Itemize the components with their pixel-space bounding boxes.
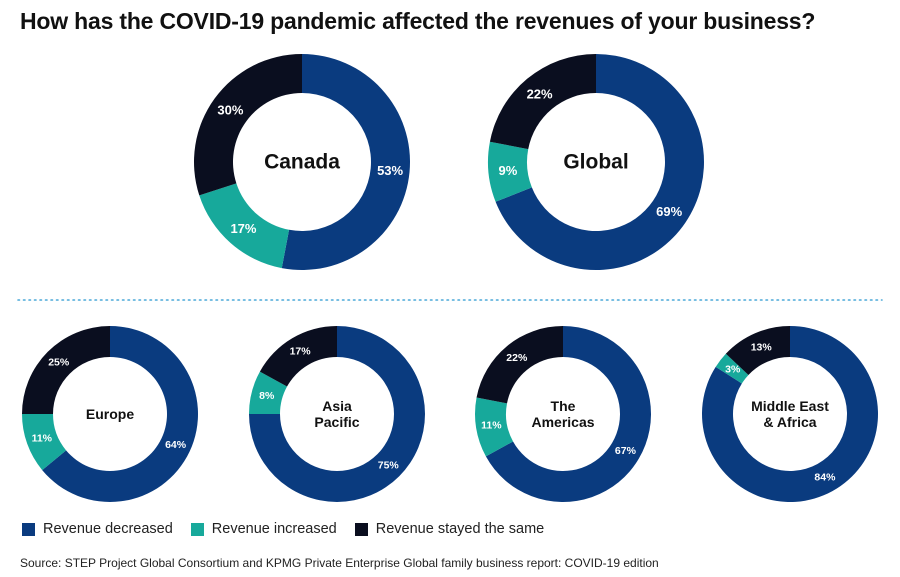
slice-label-decreased: 75% <box>378 459 400 471</box>
donut-slice-same <box>489 54 596 150</box>
donut-center-label: & Africa <box>763 414 816 430</box>
slice-label-increased: 3% <box>725 364 741 376</box>
legend-label-same: Revenue stayed the same <box>375 521 545 537</box>
donut-center-label: Americas <box>531 414 594 430</box>
donut-slice-increased <box>487 141 532 202</box>
legend-label-increased: Revenue increased <box>211 521 337 537</box>
donut-slice-decreased <box>485 326 651 502</box>
legend-item-decreased: Revenue decreased <box>22 521 173 537</box>
slice-label-increased: 11% <box>32 433 53 445</box>
donut-slice-decreased <box>702 326 879 502</box>
donut-chart-0: 53% 17% 30% Canada <box>193 54 410 270</box>
legend-swatch-increased <box>190 522 204 536</box>
source-note: Source: STEP Project Global Consortium a… <box>20 556 659 570</box>
slice-label-decreased: 69% <box>656 204 682 219</box>
donut-slice-same <box>725 326 790 375</box>
slice-label-decreased: 64% <box>165 439 187 451</box>
slice-label-same: 25% <box>48 357 70 369</box>
donut-slice-same <box>259 326 337 387</box>
donut-center-label: The <box>551 398 576 414</box>
donut-center-label: Global <box>563 151 628 174</box>
legend-item-increased: Revenue increased <box>190 521 337 537</box>
donut-center-label: Europe <box>86 406 134 422</box>
donut-slice-increased <box>475 397 514 457</box>
donut-slice-increased <box>249 371 288 414</box>
donut-slice-decreased <box>42 326 198 502</box>
legend-swatch-decreased <box>22 522 35 536</box>
donut-slice-same <box>193 54 302 196</box>
slice-label-increased: 9% <box>498 163 517 178</box>
donut-slice-increased <box>199 183 290 269</box>
legend: Revenue decreased Revenue increased Reve… <box>22 521 562 537</box>
slice-label-same: 22% <box>506 352 528 364</box>
donut-slice-same <box>22 326 110 414</box>
slice-label-same: 13% <box>751 341 773 353</box>
slice-label-same: 17% <box>290 346 312 358</box>
donut-center-label: Pacific <box>314 414 359 430</box>
donut-center-label: Asia <box>322 398 352 414</box>
donut-center-label: Canada <box>264 151 340 174</box>
legend-item-same: Revenue stayed the same <box>354 521 545 537</box>
slice-label-increased: 17% <box>230 221 256 236</box>
slice-label-decreased: 67% <box>615 445 637 457</box>
donut-slice-same <box>476 326 563 404</box>
donut-center-label: Middle East <box>751 398 829 414</box>
legend-swatch-same <box>354 522 368 536</box>
slice-label-increased: 8% <box>259 390 275 402</box>
slice-label-increased: 11% <box>481 419 502 431</box>
donut-chart-2: 64% 11% 25% Europe <box>22 326 198 502</box>
donut-slice-decreased <box>281 54 410 270</box>
donut-slice-increased <box>715 353 749 384</box>
donut-slice-decreased <box>249 326 425 502</box>
slice-label-same: 22% <box>527 86 553 101</box>
slice-label-decreased: 53% <box>377 163 403 178</box>
slice-label-decreased: 84% <box>814 472 836 484</box>
donut-chart-1: 69% 9% 22% Global <box>487 54 705 270</box>
slice-label-same: 30% <box>217 102 243 117</box>
legend-label-decreased: Revenue decreased <box>43 521 173 537</box>
donut-slice-increased <box>22 414 67 471</box>
donut-slice-decreased <box>495 54 705 270</box>
chart-title: How has the COVID-19 pandemic affected t… <box>20 8 816 34</box>
donut-chart-5: 84% 3% 13% Middle East& Africa <box>702 326 879 502</box>
